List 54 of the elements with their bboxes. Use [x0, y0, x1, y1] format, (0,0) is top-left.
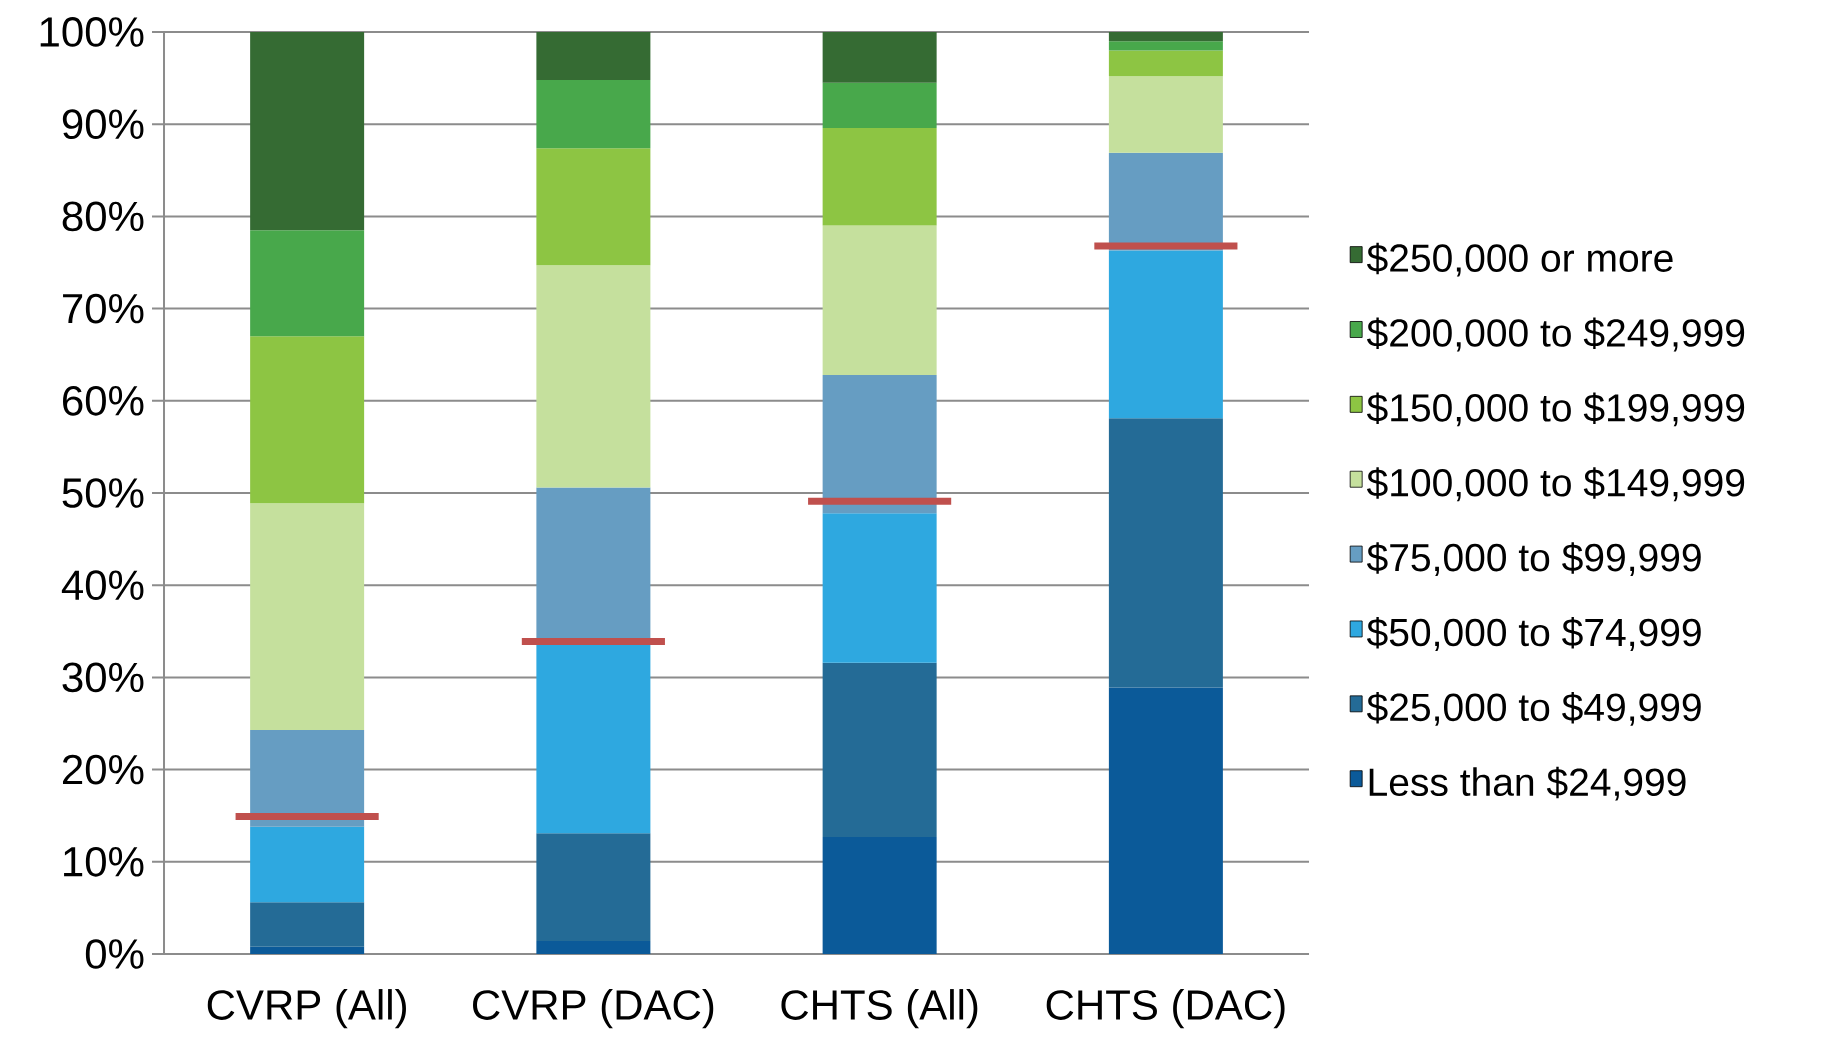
bar [250, 826, 365, 903]
bar [536, 265, 651, 488]
y-tick-label: 40% [61, 570, 144, 601]
legend-label: $150,000 to $199,999 [1366, 392, 1745, 427]
y-tick-label: 70% [63, 293, 144, 324]
bar [536, 941, 651, 954]
legend-label: $25,000 to $49,999 [1366, 691, 1701, 726]
x-tick-label: CHTS (DAC) [1046, 989, 1285, 1029]
y-tick-label: 30% [62, 662, 144, 693]
y-tick-label: 100% [40, 17, 144, 47]
y-tick-label: 60% [63, 385, 144, 416]
bar [822, 374, 937, 514]
bar [1108, 76, 1223, 153]
legend-label: $200,000 to $249,999 [1366, 317, 1745, 352]
bar [1108, 31, 1223, 42]
bar [1108, 687, 1223, 954]
legend-label: $250,000 or more [1366, 242, 1673, 277]
bar [536, 79, 651, 149]
x-tick-label: CVRP (DAC) [473, 989, 714, 1029]
bar [822, 31, 937, 83]
bar [250, 946, 365, 954]
bar [1108, 152, 1223, 251]
y-tick-label: 50% [62, 478, 144, 508]
bar [822, 127, 937, 226]
legend-label: $100,000 to $149,999 [1366, 467, 1745, 502]
bar [250, 503, 365, 730]
bar [1108, 250, 1223, 419]
bar [250, 336, 365, 504]
bar [1108, 41, 1223, 51]
bar [1108, 50, 1223, 77]
bar [822, 225, 937, 375]
bar [1108, 418, 1223, 688]
legend-label: $50,000 to $74,999 [1366, 617, 1701, 651]
bar [822, 82, 937, 128]
bar [250, 230, 365, 337]
x-tick-label: CVRP (All) [207, 989, 406, 1029]
bar [250, 902, 365, 947]
bar [250, 31, 365, 231]
y-tick-label: 90% [62, 109, 144, 140]
bar [536, 31, 651, 80]
y-tick-label: 10% [64, 846, 144, 877]
bar [250, 729, 365, 827]
bar [822, 836, 937, 954]
bar [822, 513, 937, 663]
y-tick-label: 20% [62, 754, 144, 785]
bar [536, 833, 651, 942]
bar [536, 148, 651, 266]
y-tick-label: 0% [85, 939, 144, 969]
x-tick-label: CHTS (All) [781, 989, 978, 1029]
legend-label: Less than $24,999 [1369, 766, 1686, 801]
bar [536, 644, 651, 834]
bar [822, 662, 937, 837]
legend-label: $75,000 to $99,999 [1366, 542, 1701, 577]
y-tick-label: 80% [62, 201, 144, 232]
